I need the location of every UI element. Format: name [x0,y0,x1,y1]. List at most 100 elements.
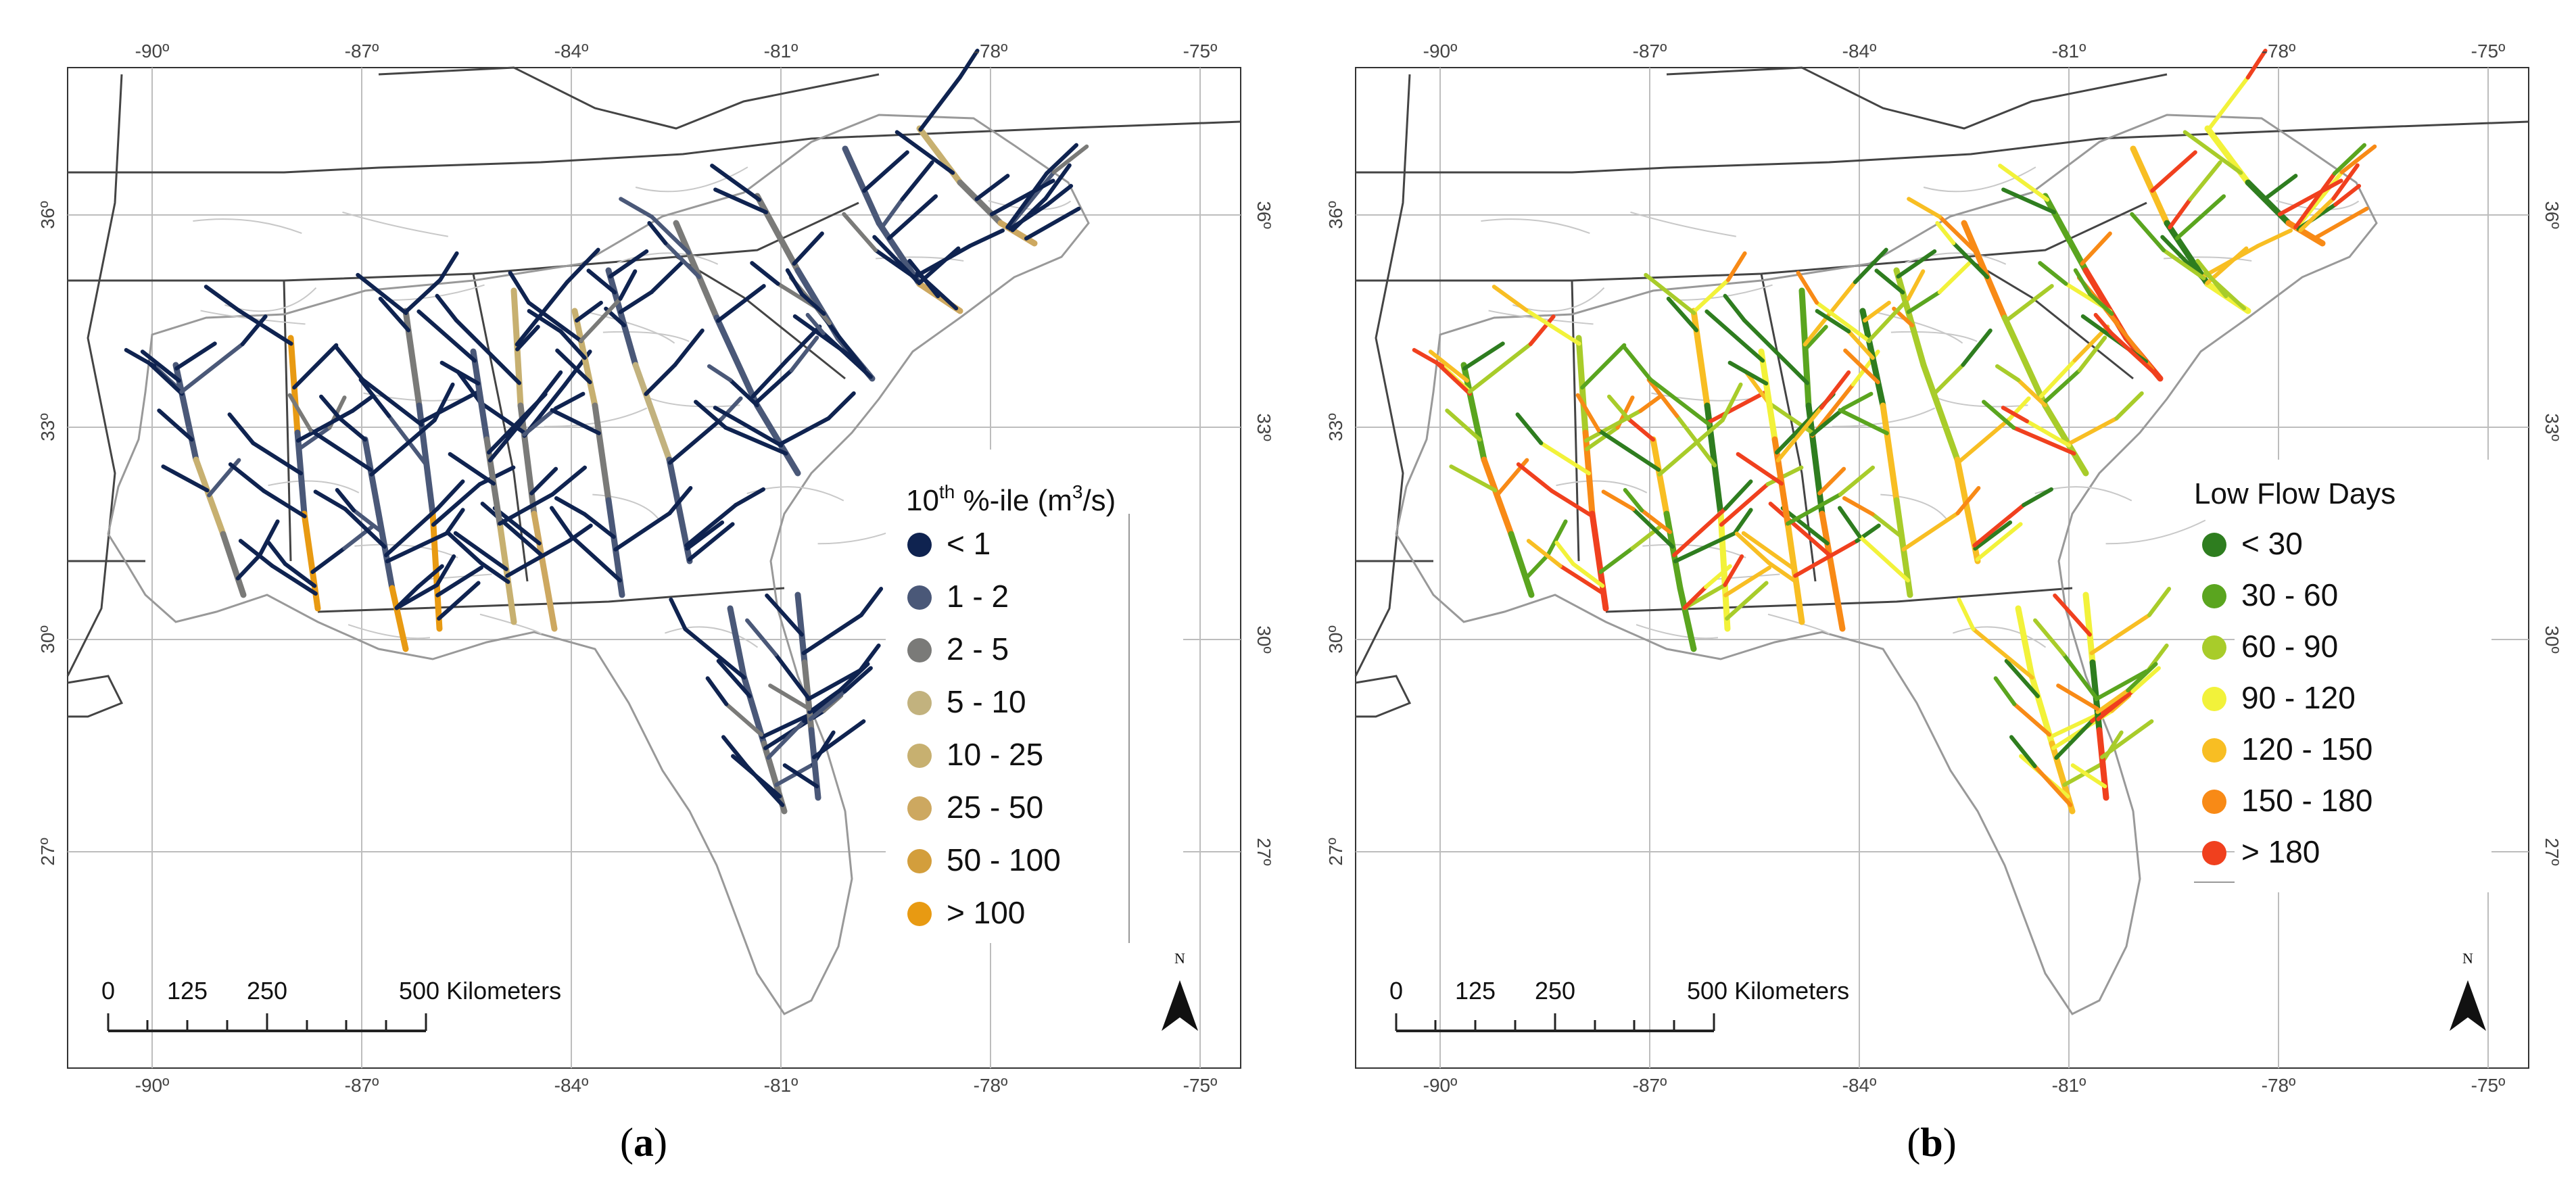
river-segment [2147,587,2172,617]
river-segment [1837,506,1862,539]
north-arrow-icon: N [1162,950,1198,1031]
river-segment [569,534,622,583]
river-segment [2174,194,2226,241]
river-segment [880,197,905,230]
river-segment [1975,522,2023,562]
state-line-ms-al [283,280,292,562]
river-segment [2032,764,2073,807]
river-segment [1640,508,1672,535]
river-segment [2048,710,2105,740]
river-segment [2203,270,2247,311]
river-segment [385,531,449,564]
river-segment [667,416,724,465]
legend-swatch [907,849,932,873]
right-latitude-label: 36º [2542,201,2562,228]
river-segment [1005,171,1049,230]
river-segment [1741,531,1796,571]
state-line-ms-al [1571,280,1580,562]
river-segment [618,269,638,301]
river-segment [375,510,396,592]
river-segment [554,391,586,410]
scale-label: 500 Kilometers [1687,977,1849,1005]
legend-swatch [907,796,932,821]
river-segment [220,531,247,598]
river-segment [352,508,384,535]
river-segment [669,597,688,631]
river-segment [1526,539,1563,569]
river-segment [1646,377,1679,418]
sub-basin-boundary [644,395,740,408]
river-segment [554,496,587,516]
bottom-longitude-label: -87º [345,1075,379,1096]
river-segment [435,565,484,598]
sub-basin-boundary [1673,284,1773,301]
river-segment [2293,171,2337,230]
river-segment [1998,164,2050,202]
sub-basin-boundary [348,624,431,639]
river-segment [2262,174,2298,201]
legend-swatch [907,533,932,557]
sub-basin-boundary [1713,573,1780,581]
map-panel-a: -90º -87º -84º -81º -78º -75º -90º -87º -84º -81º… [37,41,1274,1165]
river-segment [838,662,870,693]
study-region-outline [107,114,1090,1015]
sub-basin-boundary [425,573,492,581]
river-segment [1601,489,1636,512]
river-segment [1650,436,1670,517]
left-latitude-label: 27º [1325,838,1346,865]
bottom-longitude-label: -81º [2052,1075,2086,1096]
top-longitude-label: -87º [1633,41,1667,62]
river-segment [766,719,807,760]
river-segment [1768,502,1832,558]
river-segment [1462,341,1505,370]
river-segment [437,581,481,621]
river-segment [140,349,181,383]
river-segment [1723,554,1744,587]
river-segment [2073,268,2093,297]
river-segment [2188,160,2222,201]
river-segment [1815,309,1851,334]
river-segment [724,702,764,737]
river-segment [480,502,544,558]
river-segment [362,436,382,517]
river-segment [754,402,801,477]
legend-background [2235,460,2491,892]
river-segment [1631,507,1675,549]
river-segment [498,492,554,526]
river-segment [619,197,654,219]
sub-basin-boundary [1636,624,1719,639]
river-segment [734,487,766,508]
river-segment [1596,428,1661,472]
river-segment [419,389,481,425]
river-segment [161,464,210,493]
river-segment [1957,597,1976,631]
river-segment [531,370,563,410]
river-segment [774,762,815,788]
panel-caption: (a) [620,1120,667,1165]
river-segment [1842,496,1875,516]
river-segment [586,268,617,295]
river-segment [1961,328,1993,367]
scale-bar: 0 125 250 500 Kilometers [1389,977,1849,1032]
river-segment [435,293,458,322]
river-segment [974,174,1010,201]
sub-basin-boundary [544,407,648,427]
river-segment [2070,763,2107,789]
river-segment [2062,762,2103,788]
sub-basin-boundary [342,211,448,237]
river-segment [1932,362,1965,396]
river-segment [2001,406,2029,424]
river-segment [1445,408,1482,442]
river-segment [1043,163,1072,201]
river-segment [2095,688,2130,715]
river-segment [862,150,909,193]
top-longitude-label: -78º [2262,41,2296,62]
river-segment [792,231,824,266]
study-region-outline [1395,114,2378,1015]
river-segment [444,508,465,535]
river-segment [287,393,313,433]
river-segment [713,406,741,424]
river-segment [2033,618,2066,657]
river-segment [957,49,980,80]
river-segment [456,369,483,405]
